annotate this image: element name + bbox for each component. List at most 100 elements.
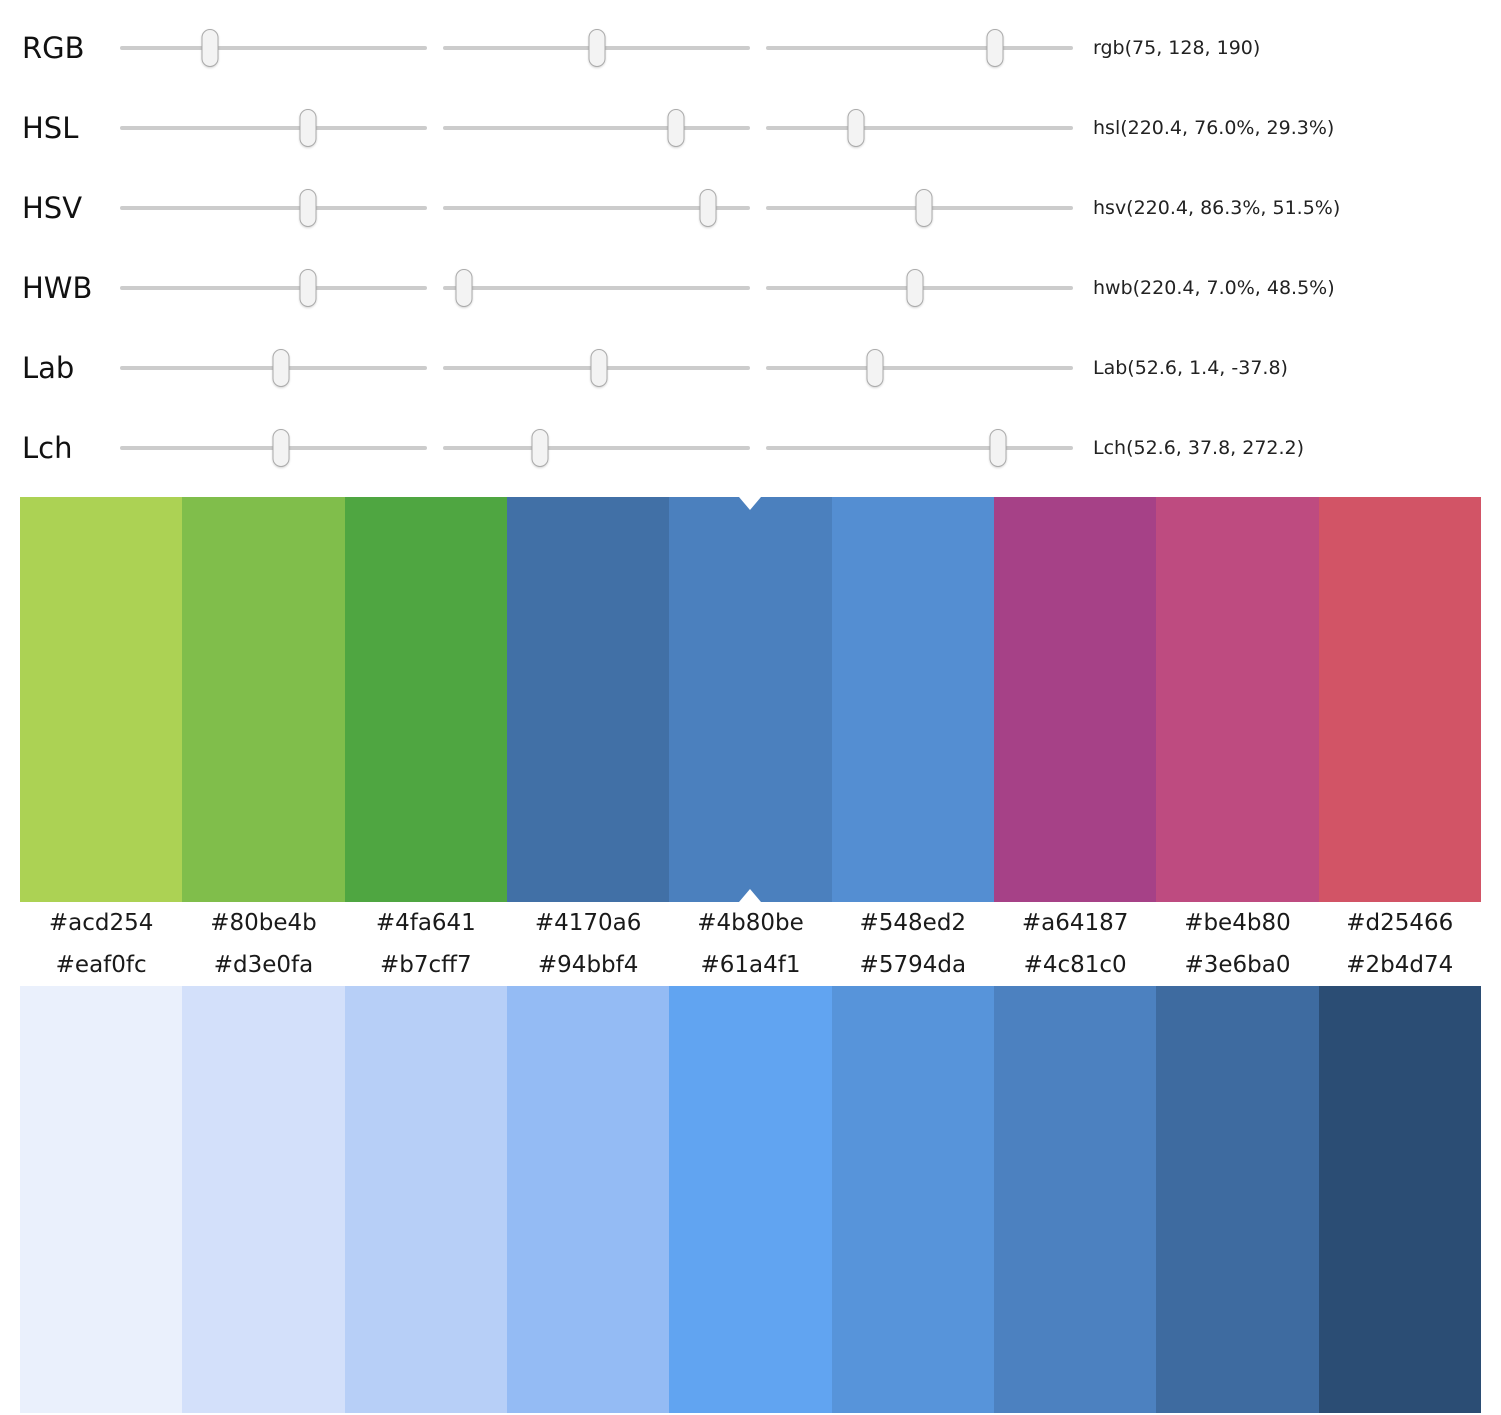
hex-label: #be4b80 — [1184, 910, 1291, 936]
slider-track[interactable] — [766, 186, 1073, 230]
slider-track[interactable] — [120, 26, 427, 70]
slider-handle[interactable] — [272, 429, 290, 467]
palette-swatch[interactable] — [1318, 497, 1481, 902]
hex-label: #d3e0fa — [213, 952, 314, 978]
color-value-text: hwb(220.4, 7.0%, 48.5%) — [1093, 277, 1335, 299]
slider-handle[interactable] — [531, 429, 549, 467]
palette-swatch[interactable] — [344, 986, 507, 1413]
slider-track-group — [120, 426, 1073, 470]
slider-handle[interactable] — [299, 109, 317, 147]
hex-label: #4c81c0 — [1023, 952, 1127, 978]
palette-swatch[interactable] — [1156, 986, 1319, 1413]
selected-marker-bottom-icon — [739, 889, 762, 902]
slider-track[interactable] — [443, 346, 750, 390]
slider-row-label: Lch — [22, 431, 73, 465]
slider-track[interactable] — [766, 106, 1073, 150]
scale-palette — [20, 986, 1481, 1413]
palette-swatch[interactable] — [20, 986, 183, 1413]
slider-handle[interactable] — [847, 109, 865, 147]
slider-track[interactable] — [120, 346, 427, 390]
scale-hex-labels: #eaf0fc #d3e0fa #b7cff7 #94bbf4 #61a4f1 #5794… — [20, 944, 1481, 986]
slider-handle[interactable] — [699, 189, 717, 227]
hex-label: #4170a6 — [534, 910, 642, 936]
slider-handle[interactable] — [201, 29, 219, 67]
slider-panel: RGB rgb(75, 128, 190) HSL hsl(220.4, 76.0%,… — [0, 0, 1501, 488]
color-value-text: Lch(52.6, 37.8, 272.2) — [1093, 437, 1305, 459]
slider-track-group — [120, 26, 1073, 70]
slider-handle[interactable] — [866, 349, 884, 387]
slider-handle[interactable] — [906, 269, 924, 307]
slider-handle[interactable] — [915, 189, 933, 227]
palette-swatch[interactable] — [1318, 986, 1481, 1413]
slider-row-hsl: HSL hsl(220.4, 76.0%, 29.3%) — [0, 88, 1501, 168]
slider-row-label: RGB — [22, 31, 85, 65]
hex-label: #d25466 — [1346, 910, 1454, 936]
color-value-text: hsl(220.4, 76.0%, 29.3%) — [1093, 117, 1335, 139]
slider-track-group — [120, 266, 1073, 310]
slider-handle[interactable] — [590, 349, 608, 387]
hex-label: #b7cff7 — [380, 952, 472, 978]
hex-label: #61a4f1 — [700, 952, 801, 978]
slider-track[interactable] — [120, 426, 427, 470]
slider-track[interactable] — [443, 426, 750, 470]
slider-track-group — [120, 106, 1073, 150]
slider-row-label: HSL — [22, 111, 79, 145]
slider-row-lab: Lab Lab(52.6, 1.4, -37.8) — [0, 328, 1501, 408]
slider-track[interactable] — [766, 346, 1073, 390]
palette-swatch[interactable] — [669, 497, 832, 902]
slider-track[interactable] — [443, 186, 750, 230]
hex-label: #548ed2 — [859, 910, 967, 936]
harmony-hex-labels: #acd254 #80be4b #4fa641 #4170a6 #4b80be #548e… — [20, 902, 1481, 944]
slider-handle[interactable] — [667, 109, 685, 147]
slider-track[interactable] — [120, 186, 427, 230]
hex-label: #5794da — [859, 952, 967, 978]
palette-swatch[interactable] — [182, 986, 345, 1413]
slider-handle[interactable] — [299, 269, 317, 307]
hex-label: #4fa641 — [375, 910, 476, 936]
slider-track[interactable] — [443, 106, 750, 150]
slider-row-lch: Lch Lch(52.6, 37.8, 272.2) — [0, 408, 1501, 488]
slider-track[interactable] — [120, 106, 427, 150]
slider-handle[interactable] — [299, 189, 317, 227]
slider-handle[interactable] — [986, 29, 1004, 67]
slider-track[interactable] — [443, 26, 750, 70]
palette-swatch[interactable] — [506, 986, 670, 1413]
selected-marker-top-icon — [739, 497, 762, 510]
slider-track[interactable] — [766, 266, 1073, 310]
slider-row-hwb: HWB hwb(220.4, 7.0%, 48.5%) — [0, 248, 1501, 328]
color-value-text: hsv(220.4, 86.3%, 51.5%) — [1093, 197, 1341, 219]
hex-label: #94bbf4 — [537, 952, 639, 978]
palette-swatch[interactable] — [182, 497, 345, 902]
palette-swatch[interactable] — [669, 986, 832, 1413]
slider-row-hsv: HSV hsv(220.4, 86.3%, 51.5%) — [0, 168, 1501, 248]
slider-track-group — [120, 346, 1073, 390]
hex-label: #a64187 — [1021, 910, 1129, 936]
slider-handle[interactable] — [455, 269, 473, 307]
hex-label: #acd254 — [48, 910, 154, 936]
palette-swatch[interactable] — [20, 497, 183, 902]
slider-track-group — [120, 186, 1073, 230]
slider-handle[interactable] — [272, 349, 290, 387]
palette-swatch[interactable] — [344, 497, 507, 902]
slider-handle[interactable] — [989, 429, 1007, 467]
slider-row-rgb: RGB rgb(75, 128, 190) — [0, 8, 1501, 88]
slider-row-label: HWB — [22, 271, 93, 305]
palette-swatch[interactable] — [831, 986, 994, 1413]
slider-track[interactable] — [120, 266, 427, 310]
slider-track[interactable] — [766, 426, 1073, 470]
slider-handle[interactable] — [588, 29, 606, 67]
palette-swatch[interactable] — [993, 497, 1157, 902]
palette-swatch[interactable] — [1156, 497, 1319, 902]
hex-label: #80be4b — [210, 910, 317, 936]
palette-swatch[interactable] — [993, 986, 1157, 1413]
hex-label: #2b4d74 — [1346, 952, 1454, 978]
palette-swatch[interactable] — [506, 497, 670, 902]
palette-swatch[interactable] — [831, 497, 994, 902]
hex-label: #3e6ba0 — [1184, 952, 1291, 978]
harmony-palette — [20, 497, 1481, 902]
slider-track[interactable] — [443, 266, 750, 310]
color-value-text: Lab(52.6, 1.4, -37.8) — [1093, 357, 1288, 379]
slider-row-label: Lab — [22, 351, 75, 385]
slider-track[interactable] — [766, 26, 1073, 70]
